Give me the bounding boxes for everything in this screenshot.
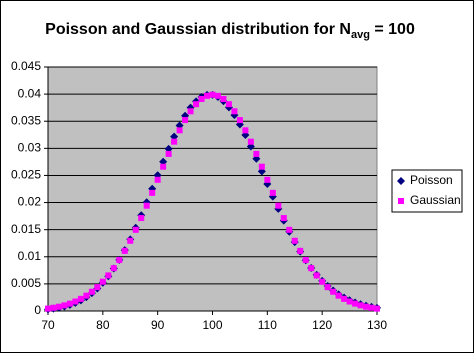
point <box>116 257 123 264</box>
plot-area <box>47 66 378 312</box>
point <box>77 295 84 302</box>
point <box>374 305 380 312</box>
point <box>209 91 216 98</box>
point <box>83 292 90 299</box>
point <box>143 202 150 209</box>
point <box>88 288 95 295</box>
point <box>264 176 271 183</box>
y-tick-label: 0.015 <box>11 222 41 236</box>
point <box>105 272 112 279</box>
x-tick-label: 100 <box>202 318 222 332</box>
legend <box>391 169 463 213</box>
point <box>330 288 337 295</box>
point <box>357 302 364 309</box>
point <box>242 127 249 134</box>
point <box>352 300 359 307</box>
point <box>193 101 200 108</box>
point <box>313 272 320 279</box>
x-tick-label: 120 <box>312 318 332 332</box>
title-subscript: avg <box>351 29 370 41</box>
x-tick-label: 90 <box>151 318 165 332</box>
point <box>204 92 211 99</box>
point <box>275 202 282 209</box>
x-tick-label: 70 <box>41 318 55 332</box>
point <box>280 215 287 222</box>
point <box>225 101 232 108</box>
y-tick-label: 0.035 <box>11 113 41 127</box>
point <box>50 304 57 311</box>
point <box>231 108 238 115</box>
point <box>171 138 178 145</box>
point <box>149 189 156 196</box>
point <box>302 257 309 264</box>
point <box>341 295 348 302</box>
point <box>55 303 62 310</box>
x-tick-label: 130 <box>367 318 387 332</box>
point <box>324 284 331 291</box>
point <box>258 163 265 170</box>
point <box>291 237 298 244</box>
y-tick-label: 0 <box>34 303 41 317</box>
y-tick-label: 0.03 <box>18 141 42 155</box>
y-tick-label: 0.045 <box>11 59 41 73</box>
point <box>182 117 189 124</box>
point <box>220 95 227 102</box>
title-end: = 100 <box>370 21 415 38</box>
y-tick-label: 0.02 <box>18 195 42 209</box>
point <box>247 138 254 145</box>
point <box>160 163 167 170</box>
point <box>127 237 134 244</box>
legend-label: Poisson <box>410 173 453 187</box>
point <box>154 176 161 183</box>
point <box>198 95 205 102</box>
point <box>176 127 183 134</box>
chart-title: Poisson and Gaussian distribution for Na… <box>45 21 415 41</box>
point <box>165 150 172 157</box>
point <box>214 92 221 99</box>
point <box>132 226 139 233</box>
point <box>297 247 304 254</box>
point <box>253 150 260 157</box>
point <box>94 284 101 291</box>
title-main: Poisson and Gaussian distribution for N <box>45 21 351 38</box>
point <box>121 247 128 254</box>
point <box>363 303 370 310</box>
point <box>99 278 106 285</box>
point <box>187 108 194 115</box>
legend-marker <box>398 198 404 204</box>
point <box>236 117 243 124</box>
point <box>72 298 79 305</box>
point <box>66 300 73 307</box>
x-tick-label: 80 <box>96 318 110 332</box>
legend-label: Gaussian <box>410 193 461 207</box>
point <box>138 215 145 222</box>
y-tick-label: 0.01 <box>18 249 42 263</box>
y-tick-label: 0.04 <box>18 86 42 100</box>
y-tick-label: 0.025 <box>11 168 41 182</box>
legend-marker <box>397 177 405 185</box>
point <box>368 304 375 311</box>
point <box>335 292 342 299</box>
point <box>319 278 326 285</box>
point <box>110 265 117 272</box>
point <box>346 298 353 305</box>
point <box>45 305 51 312</box>
point <box>164 144 173 153</box>
y-tick-label: 0.005 <box>11 276 41 290</box>
x-tick-label: 110 <box>258 318 277 332</box>
point <box>175 121 184 130</box>
point <box>61 302 68 309</box>
point <box>286 226 293 233</box>
point <box>269 189 276 196</box>
point <box>308 265 315 272</box>
point <box>170 132 179 141</box>
